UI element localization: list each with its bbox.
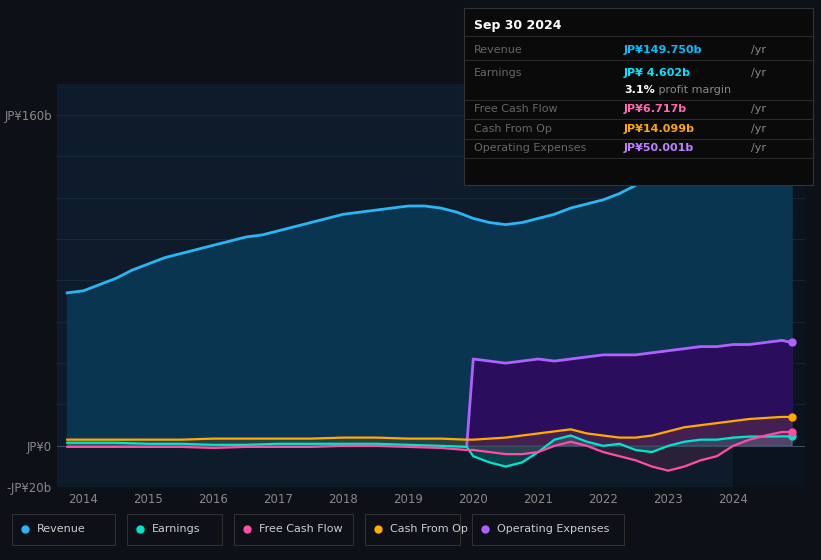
Text: profit margin: profit margin	[655, 85, 732, 95]
Text: Sep 30 2024: Sep 30 2024	[474, 18, 562, 32]
Text: JP¥ 4.602b: JP¥ 4.602b	[624, 68, 691, 78]
Text: Revenue: Revenue	[37, 524, 85, 534]
Text: Earnings: Earnings	[474, 68, 522, 78]
Text: JP¥149.750b: JP¥149.750b	[624, 45, 703, 55]
Text: JP¥50.001b: JP¥50.001b	[624, 143, 695, 153]
Text: Free Cash Flow: Free Cash Flow	[259, 524, 342, 534]
Bar	[733, 84, 805, 487]
Text: JP¥14.099b: JP¥14.099b	[624, 124, 695, 134]
Text: JP¥6.717b: JP¥6.717b	[624, 104, 687, 114]
Text: /yr: /yr	[751, 124, 766, 134]
Text: /yr: /yr	[751, 104, 766, 114]
Text: Free Cash Flow: Free Cash Flow	[474, 104, 557, 114]
Text: Revenue: Revenue	[474, 45, 522, 55]
Text: Earnings: Earnings	[152, 524, 200, 534]
Text: 3.1%: 3.1%	[624, 85, 654, 95]
Text: /yr: /yr	[751, 45, 766, 55]
Text: /yr: /yr	[751, 143, 766, 153]
Text: Operating Expenses: Operating Expenses	[497, 524, 609, 534]
Text: Operating Expenses: Operating Expenses	[474, 143, 586, 153]
Text: Cash From Op: Cash From Op	[474, 124, 552, 134]
Text: Cash From Op: Cash From Op	[390, 524, 468, 534]
Text: /yr: /yr	[751, 68, 766, 78]
